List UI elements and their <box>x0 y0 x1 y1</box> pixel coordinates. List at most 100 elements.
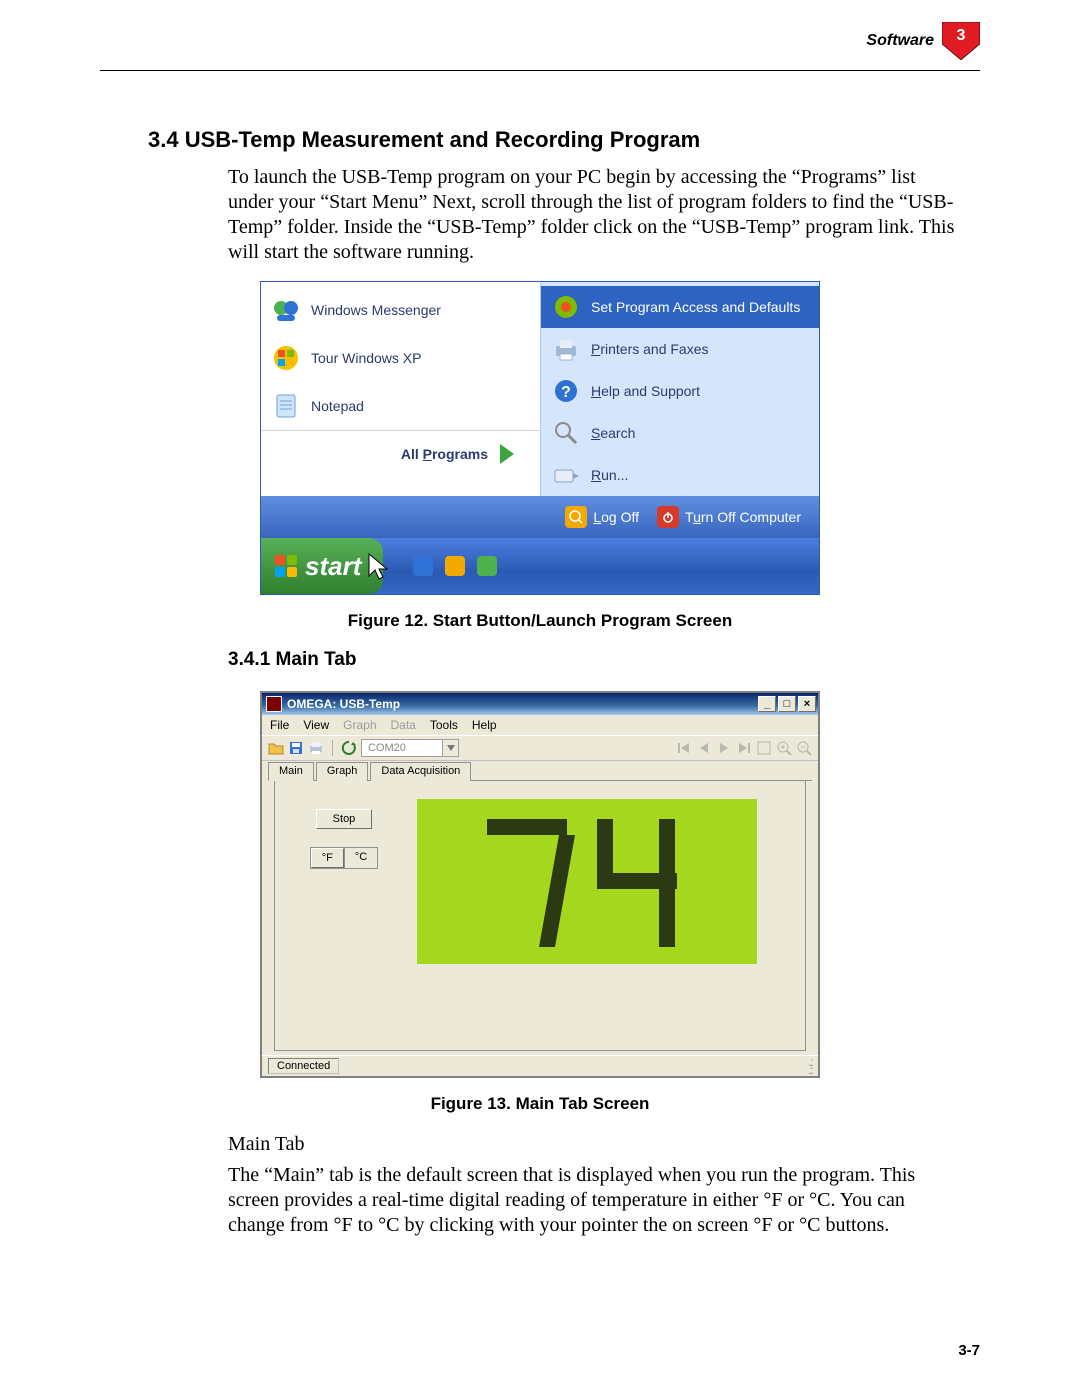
ie-icon[interactable] <box>445 556 465 576</box>
xp-item-label: Run... <box>591 467 809 483</box>
section-number: 3.4 <box>148 127 179 152</box>
save-icon[interactable] <box>288 740 304 756</box>
subsection-title-text: Main Tab <box>276 649 357 670</box>
search-icon <box>551 418 581 448</box>
run-icon <box>551 460 581 490</box>
taskbar-quicklaunch <box>383 556 497 576</box>
figure-13-caption: Figure 13. Main Tab Screen <box>100 1094 980 1114</box>
header-label: Software <box>866 32 934 50</box>
messenger-icon <box>271 295 301 325</box>
app-icon <box>266 696 282 712</box>
zoom-fit-icon[interactable] <box>756 740 772 756</box>
intro-paragraph: To launch the USB-Temp program on your P… <box>228 165 960 265</box>
section-title: 3.4 USB-Temp Measurement and Recording P… <box>148 127 980 153</box>
menu-bar: File View Graph Data Tools Help <box>262 715 818 735</box>
tab-graph[interactable]: Graph <box>316 762 369 781</box>
xp-item-program-access[interactable]: Set Program Access and Defaults <box>541 286 819 328</box>
tour-xp-icon <box>271 343 301 373</box>
header-rule <box>100 70 980 71</box>
toolbar-right-group <box>676 740 812 756</box>
xp-all-programs[interactable]: All Programs <box>261 430 540 476</box>
media-icon[interactable] <box>477 556 497 576</box>
tab-strip: Main Graph Data Acquisition <box>268 761 812 781</box>
print-icon[interactable] <box>308 740 324 756</box>
menu-view[interactable]: View <box>303 718 329 732</box>
menu-data: Data <box>391 718 416 732</box>
xp-start-button[interactable]: start <box>261 538 383 594</box>
status-bar: Connected ..:.:: <box>262 1055 818 1076</box>
port-combobox[interactable]: COM20 <box>361 739 459 757</box>
maximize-button[interactable]: □ <box>778 696 796 712</box>
status-text: Connected <box>268 1058 339 1074</box>
xp-item-run[interactable]: Run... <box>541 454 819 496</box>
xp-item-label: Tour Windows XP <box>311 350 530 366</box>
nav-first-icon[interactable] <box>676 740 692 756</box>
chevron-right-icon <box>500 444 514 464</box>
tab-data-acquisition[interactable]: Data Acquisition <box>370 762 471 781</box>
xp-item-messenger[interactable]: Windows Messenger <box>261 286 540 334</box>
close-button[interactable]: × <box>798 696 816 712</box>
title-bar[interactable]: OMEGA: USB-Temp _ □ × <box>262 693 818 715</box>
temperature-display <box>417 799 757 964</box>
xp-item-tour[interactable]: Tour Windows XP <box>261 334 540 382</box>
badge-number: 3 <box>957 27 966 44</box>
xp-taskbar: start <box>261 538 819 594</box>
menu-tools[interactable]: Tools <box>430 718 458 732</box>
turn-off-button[interactable]: Turn Off Computer <box>657 506 801 528</box>
menu-file[interactable]: File <box>270 718 289 732</box>
page-number: 3-7 <box>958 1342 980 1359</box>
xp-item-printers[interactable]: Printers and Faxes <box>541 328 819 370</box>
nav-last-icon[interactable] <box>736 740 752 756</box>
figure-13: OMEGA: USB-Temp _ □ × File View Graph Da… <box>100 691 980 1078</box>
xp-item-notepad[interactable]: Notepad <box>261 382 540 430</box>
app-title: OMEGA: USB-Temp <box>287 697 400 711</box>
xp-item-label: Windows Messenger <box>311 302 530 318</box>
xp-item-label: Search <box>591 425 809 441</box>
nav-next-icon[interactable] <box>716 740 732 756</box>
chevron-down-icon <box>442 740 458 756</box>
logoff-button[interactable]: Log Off <box>565 506 639 528</box>
page-header: Software 3 <box>100 22 980 60</box>
minimize-button[interactable]: _ <box>758 696 776 712</box>
xp-start-menu: Windows Messenger Tour Windows XP Notepa… <box>260 281 820 595</box>
xp-item-label: Notepad <box>311 398 530 414</box>
logoff-icon <box>565 506 587 528</box>
port-value: COM20 <box>362 742 442 754</box>
logoff-label: Log Off <box>593 509 639 525</box>
unit-f-button[interactable]: °F <box>311 848 344 868</box>
chapter-badge: 3 <box>942 22 980 60</box>
turnoff-label: Turn Off Computer <box>685 509 801 525</box>
figure-12: Windows Messenger Tour Windows XP Notepa… <box>100 281 980 595</box>
nav-prev-icon[interactable] <box>696 740 712 756</box>
open-icon[interactable] <box>268 740 284 756</box>
zoom-in-icon[interactable] <box>776 740 792 756</box>
windows-logo-icon <box>275 555 297 577</box>
main-tab-panel: Stop °F °C <box>274 781 806 1051</box>
svg-text:?: ? <box>561 384 571 401</box>
main-tab-label: Main Tab <box>228 1132 960 1157</box>
zoom-out-icon[interactable] <box>796 740 812 756</box>
stop-button[interactable]: Stop <box>316 809 373 829</box>
xp-left-column: Windows Messenger Tour Windows XP Notepa… <box>261 282 540 496</box>
unit-toggle: °F °C <box>310 847 378 869</box>
subsection-number: 3.4.1 <box>228 649 270 670</box>
printer-icon <box>551 334 581 364</box>
xp-logoff-bar: Log Off Turn Off Computer <box>261 496 819 538</box>
unit-c-button[interactable]: °C <box>344 848 377 868</box>
menu-help[interactable]: Help <box>472 718 497 732</box>
xp-item-search[interactable]: Search <box>541 412 819 454</box>
all-programs-label: All Programs <box>401 446 488 462</box>
xp-item-label: Help and Support <box>591 383 809 399</box>
msn-icon[interactable] <box>413 556 433 576</box>
figure-12-caption: Figure 12. Start Button/Launch Program S… <box>100 611 980 631</box>
power-icon <box>657 506 679 528</box>
usb-temp-window: OMEGA: USB-Temp _ □ × File View Graph Da… <box>260 691 820 1078</box>
xp-item-label: Printers and Faxes <box>591 341 809 357</box>
help-icon: ? <box>551 376 581 406</box>
refresh-icon[interactable] <box>341 740 357 756</box>
resize-grip-icon[interactable]: ..:.:: <box>808 1058 812 1074</box>
xp-item-help[interactable]: ? Help and Support <box>541 370 819 412</box>
cursor-icon <box>367 552 393 582</box>
tab-main[interactable]: Main <box>268 762 314 781</box>
xp-right-column: Set Program Access and Defaults Printers… <box>540 282 819 496</box>
